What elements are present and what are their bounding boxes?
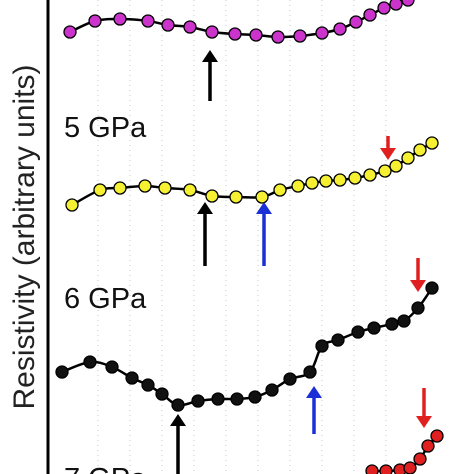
data-point [397,314,411,328]
data-point [401,151,415,165]
data-point [349,15,363,29]
data-point [205,189,219,203]
data-point [379,464,393,474]
data-point [283,372,297,386]
series-layer [55,0,444,474]
data-point [291,179,305,193]
arrow-layer [170,50,432,474]
data-point [171,398,185,412]
red-arrow [416,388,432,428]
data-point [413,143,427,157]
pressure-label-5gpa: 5 GPa [64,112,147,144]
data-point [333,173,347,187]
data-point [271,30,285,44]
data-point [205,25,219,39]
data-point [265,383,279,397]
data-point [315,26,329,40]
data-point [230,392,244,406]
black-arrow [170,414,186,474]
data-point [425,281,439,295]
data-point [191,394,205,408]
data-point [255,190,269,204]
data-point [421,439,435,453]
data-point [138,179,152,193]
series-line-2 [61,287,434,407]
data-point [367,321,381,335]
data-point [249,28,263,42]
data-point [211,392,225,406]
data-point [333,22,347,36]
data-point [303,365,317,379]
data-point [348,171,362,185]
data-point [363,168,377,182]
data-point [378,164,392,178]
data-point [158,181,172,195]
data-point [319,174,333,188]
data-point [403,461,417,474]
red-arrow [380,136,396,160]
data-point [161,18,175,32]
data-point [55,365,69,379]
data-point [125,371,139,385]
data-point [401,0,415,7]
data-point [273,183,287,197]
data-point [351,325,365,339]
data-point [113,181,127,195]
data-point [63,25,77,39]
data-point [248,390,262,404]
series-line-1 [71,141,433,207]
data-point [183,183,197,197]
black-arrow [197,202,213,266]
data-point [331,333,345,347]
data-point [305,176,319,190]
data-point [113,12,127,26]
y-axis-label: Resistivity (arbitrary units) [8,64,41,409]
data-point [430,429,444,443]
data-point [65,198,79,212]
data-point [141,14,155,28]
data-point [229,190,243,204]
data-point [389,159,403,173]
pressure-label-6gpa: 6 GPa [64,283,147,315]
data-point [385,317,399,331]
blue-arrow [256,202,272,266]
data-point [183,20,197,34]
data-point [425,136,439,150]
data-point [88,14,102,28]
data-point [293,29,307,43]
data-point [228,27,242,41]
data-point [411,301,425,315]
blue-arrow [306,386,322,434]
data-point [83,355,97,369]
data-point [105,360,119,374]
data-point [377,1,391,15]
pressure-label-7gpa: 7 GPa [64,463,147,474]
data-point [363,8,377,22]
data-point [389,0,403,11]
data-point [141,378,155,392]
data-point [413,452,427,466]
black-arrow [202,50,218,101]
red-arrow [410,258,426,292]
data-point [365,464,379,474]
data-point [315,339,329,353]
data-point [155,387,169,401]
data-point [93,183,107,197]
